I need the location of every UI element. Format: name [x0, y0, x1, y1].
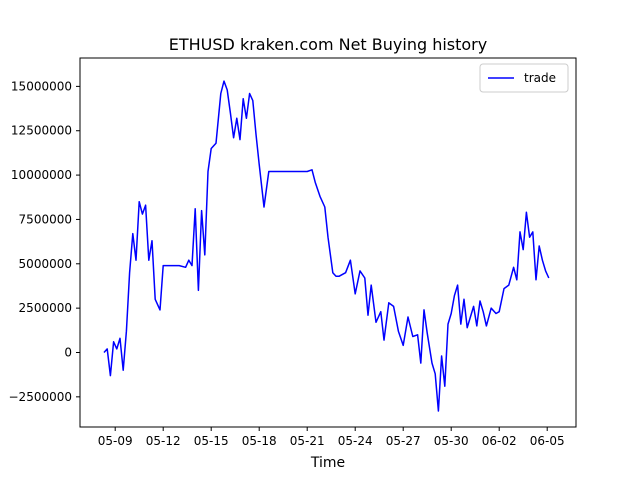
legend-label: trade — [524, 71, 556, 85]
x-axis: 05-09 05-12 05-15 05-18 05-21 05-24 05-27 05-30… — [98, 427, 565, 448]
x-tick-label: 06-05 — [530, 434, 565, 448]
y-tick-label: 10000000 — [11, 168, 72, 182]
series-line-trade — [103, 80, 550, 412]
y-tick-label: 2500000 — [19, 301, 72, 315]
y-tick-label: 15000000 — [11, 79, 72, 93]
x-tick-label: 05-30 — [434, 434, 469, 448]
legend: trade — [479, 63, 569, 93]
x-tick-label: 05-18 — [242, 434, 277, 448]
y-tick-label: 7500000 — [19, 212, 72, 226]
x-tick-label: 05-21 — [290, 434, 325, 448]
y-tick-label: −2500000 — [9, 390, 73, 404]
x-tick-label: 05-27 — [386, 434, 421, 448]
x-tick-label: 05-12 — [146, 434, 181, 448]
y-tick-label: 12500000 — [11, 124, 72, 138]
plot-area — [79, 57, 577, 428]
x-tick-label: 05-24 — [338, 434, 373, 448]
y-tick-label: 0 — [64, 345, 72, 359]
y-axis: −2500000 0 2500000 5000000 7500000 10000000 12… — [9, 79, 80, 404]
plot-frame — [79, 57, 577, 428]
x-axis-label: Time — [310, 455, 345, 471]
chart-title: ETHUSD kraken.com Net Buying history — [169, 35, 487, 54]
legend-box — [479, 63, 569, 93]
x-tick-label: 05-15 — [194, 434, 229, 448]
x-tick-label: 05-09 — [98, 434, 133, 448]
x-tick-label: 06-02 — [482, 434, 517, 448]
y-tick-label: 5000000 — [19, 257, 72, 271]
